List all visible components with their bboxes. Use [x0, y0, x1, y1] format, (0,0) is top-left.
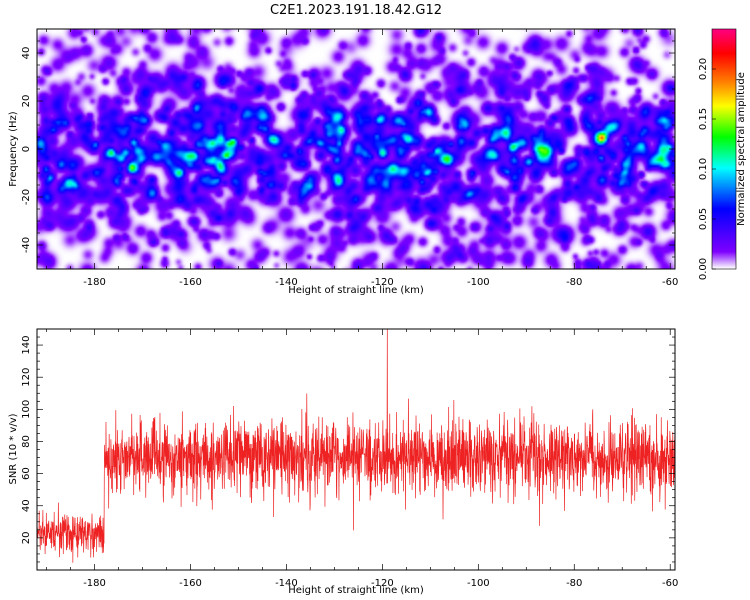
colorbar	[712, 29, 736, 269]
y-tick-label: 40	[21, 499, 32, 512]
y-tick-label: 60	[21, 467, 32, 480]
x-tick-label: -100	[467, 578, 490, 589]
colorbar-ticks: 0.00 0.05 0.10 0.15 0.20	[698, 58, 716, 280]
y-tick-label: 100	[21, 400, 32, 419]
spectrogram-raster	[37, 29, 675, 269]
y-tick-label: 40	[21, 47, 32, 60]
spectrogram-image	[37, 29, 675, 269]
y-tick-label: 0	[21, 146, 32, 152]
y-tick-label: 80	[21, 435, 32, 448]
x-tick-label: -140	[275, 578, 298, 589]
spectrogram-x-ticks: -180 -160 -140 -120 -100 -80 -60	[46, 29, 678, 288]
colorbar-tick-label: 0.10	[698, 158, 709, 180]
x-tick-label: -120	[371, 578, 394, 589]
colorbar-tick-label: 0.00	[698, 258, 709, 280]
x-tick-label: -60	[662, 277, 678, 288]
y-tick-label: 20	[21, 95, 32, 108]
x-tick-label: -100	[467, 277, 490, 288]
y-tick-label: 120	[21, 368, 32, 387]
x-tick-label: -80	[566, 578, 582, 589]
colorbar-tick-label: 0.20	[698, 58, 709, 80]
snr-x-ticks: -180 -160 -140 -120 -100 -80 -60	[46, 329, 678, 589]
spectrogram-y-label: Frequency (Hz)	[8, 111, 19, 187]
snr-y-ticks: 20 40 60 80 100 120 140	[21, 328, 675, 571]
snr-x-label: Height of straight line (km)	[288, 585, 424, 596]
x-tick-label: -160	[179, 277, 202, 288]
snr-series	[36, 328, 676, 563]
y-tick-label: -20	[21, 189, 32, 205]
colorbar-gradient	[712, 29, 736, 269]
x-tick-label: -180	[83, 578, 106, 589]
snr-line	[36, 328, 676, 563]
x-tick-label: -180	[83, 277, 106, 288]
x-tick-label: -60	[662, 578, 678, 589]
snr-y-label: SNR (10 * v/v)	[8, 413, 19, 484]
x-tick-label: -160	[179, 578, 202, 589]
y-tick-label: 20	[21, 531, 32, 544]
colorbar-label: Normalized spectral amplitude	[736, 72, 747, 226]
x-tick-label: -140	[275, 277, 298, 288]
colorbar-frame	[711, 28, 737, 270]
y-tick-label: 140	[21, 336, 32, 355]
spectrogram-x-label: Height of straight line (km)	[288, 285, 424, 296]
x-tick-label: -120	[371, 277, 394, 288]
spectrogram-y-ticks: -40 -20 0 20 40	[21, 28, 675, 270]
y-tick-label: -40	[21, 237, 32, 253]
colorbar-tick-label: 0.15	[698, 108, 709, 130]
figure-title: C2E1.2023.191.18.42.G12	[270, 3, 442, 18]
x-tick-label: -80	[566, 277, 582, 288]
colorbar-tick-label: 0.05	[698, 208, 709, 230]
